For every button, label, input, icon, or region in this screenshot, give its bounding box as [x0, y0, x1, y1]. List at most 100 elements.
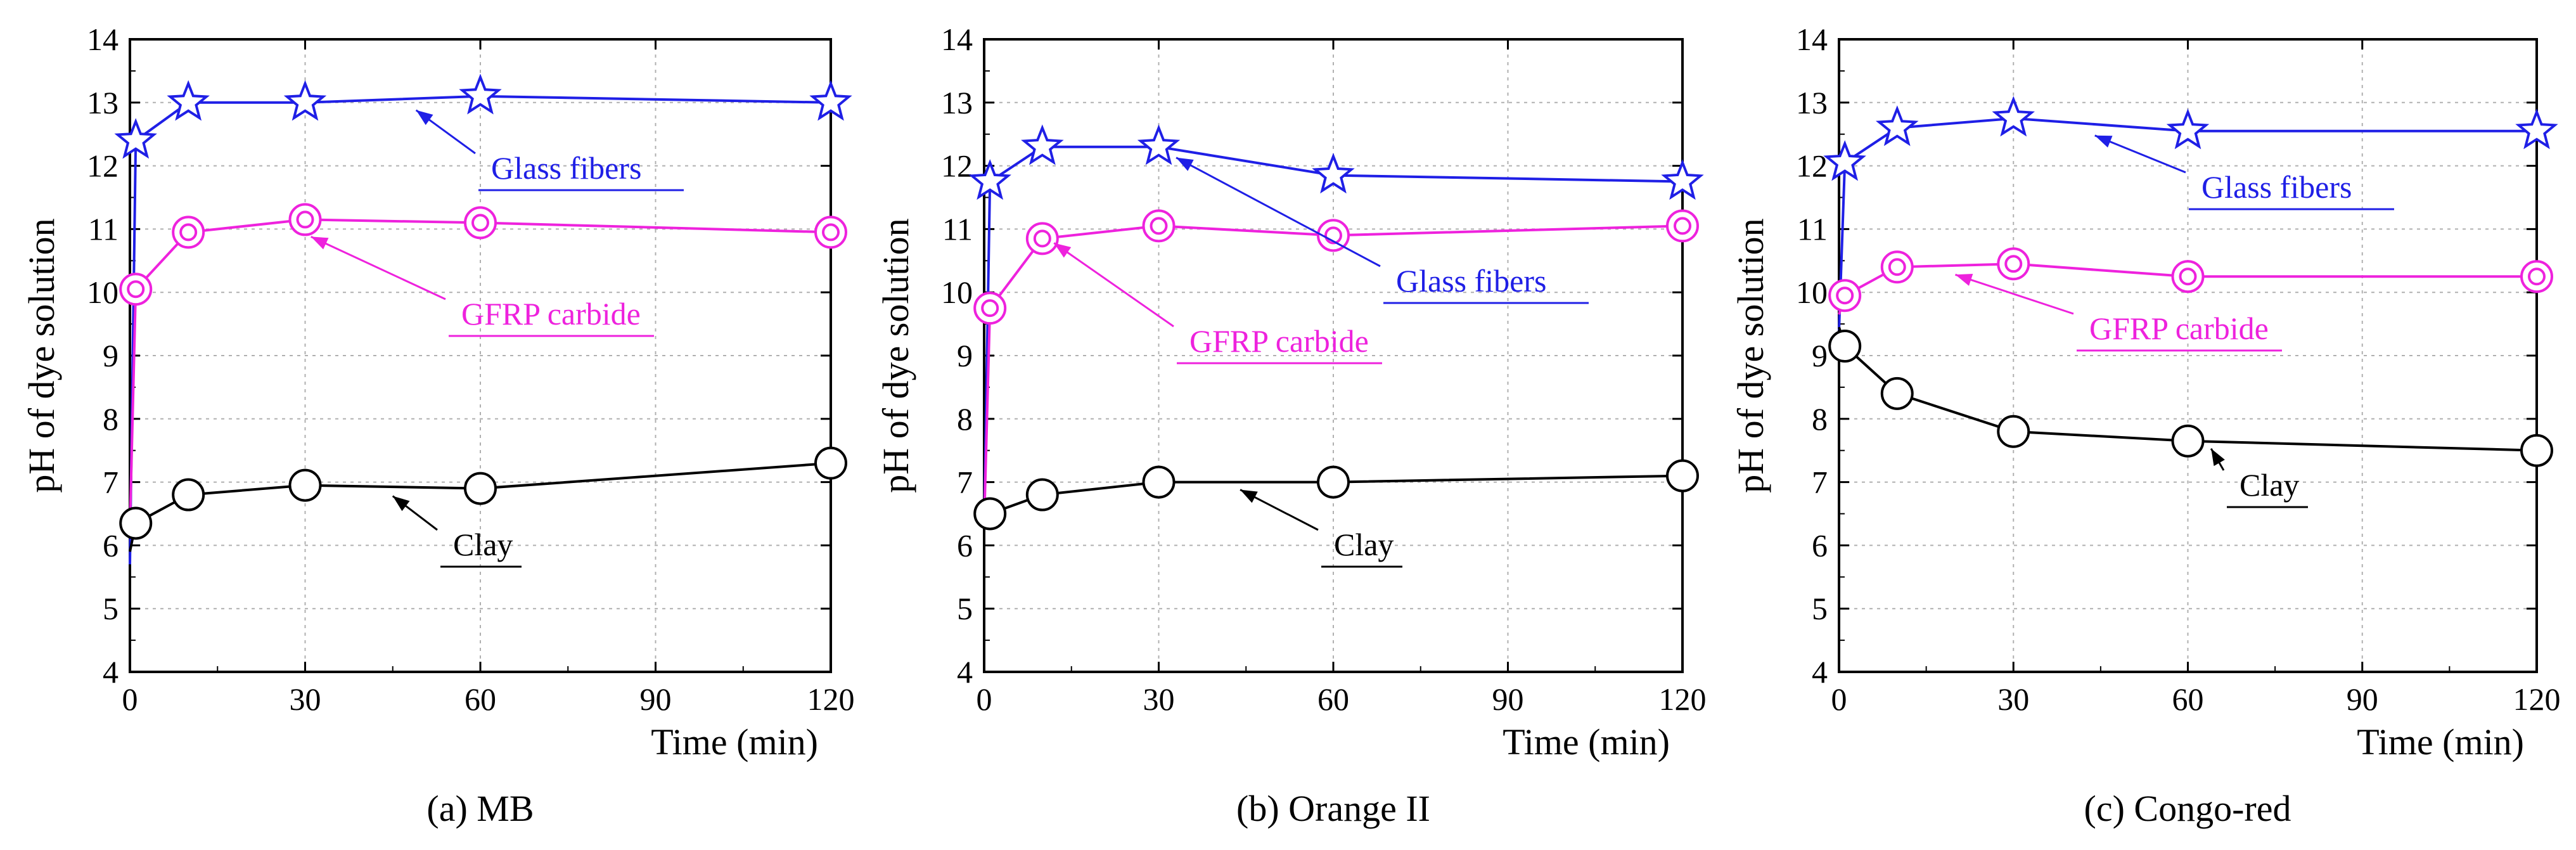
y-tick-label: 13	[87, 85, 119, 120]
marker-clay	[1666, 459, 1699, 493]
annotation-label-clay: Clay	[1334, 527, 1394, 562]
marker-glass-fibers	[283, 80, 327, 121]
y-tick-label: 4	[957, 654, 973, 690]
annotation-label-clay: Clay	[2240, 467, 2299, 503]
y-tick-label: 12	[87, 148, 119, 184]
marker-clay	[973, 497, 1007, 531]
annotation-arrowhead-glass-fibers	[2094, 135, 2113, 148]
annotation-label-gfrp-carbide: GFRP carbide	[461, 296, 641, 332]
marker-gfrp-carbide	[814, 216, 847, 249]
y-tick-label: 11	[88, 211, 119, 247]
y-tick-label: 5	[1812, 591, 1828, 626]
marker-clay	[2171, 424, 2205, 458]
y-tick-label: 10	[87, 274, 119, 310]
marker-gfrp-carbide	[2171, 260, 2205, 293]
marker-gfrp-carbide-inner	[2179, 267, 2197, 286]
y-tick-label: 12	[941, 148, 973, 184]
y-tick-label: 12	[1796, 148, 1828, 184]
annotation-arrowhead-clay	[2211, 448, 2225, 467]
annotation-arrowhead-glass-fibers	[416, 110, 433, 126]
marker-gfrp-carbide-inner	[296, 210, 314, 229]
annotation-arrowhead-gfrp-carbide	[1054, 243, 1072, 258]
marker-gfrp-carbide-inner	[981, 299, 999, 318]
marker-gfrp-carbide	[288, 203, 322, 236]
x-tick-label: 90	[1492, 681, 1524, 717]
y-tick-label: 6	[103, 527, 119, 563]
y-tick-label: 8	[957, 401, 973, 437]
marker-glass-fibers	[1021, 124, 1064, 165]
x-tick-label: 0	[1831, 681, 1847, 717]
marker-gfrp-carbide	[1880, 250, 1914, 284]
y-tick-label: 7	[1812, 465, 1828, 500]
x-tick-label: 60	[1317, 681, 1349, 717]
y-tick-label: 7	[957, 465, 973, 500]
y-tick-label: 14	[1796, 22, 1828, 57]
y-tick-label: 11	[1797, 211, 1828, 247]
x-axis-title: Time (min)	[1503, 721, 1670, 763]
y-axis-title: pH of dye solution	[21, 218, 62, 493]
annotation-arrowhead-clay	[392, 496, 410, 512]
y-tick-label: 5	[103, 591, 119, 626]
y-tick-label: 4	[103, 654, 119, 690]
x-tick-label: 0	[122, 681, 138, 717]
marker-gfrp-carbide-inner	[127, 280, 145, 299]
marker-gfrp-carbide	[1997, 247, 2030, 281]
marker-glass-fibers	[2515, 108, 2558, 150]
annotation-label-gfrp-carbide: GFRP carbide	[2089, 311, 2269, 346]
marker-glass-fibers	[809, 80, 852, 121]
y-tick-label: 13	[1796, 85, 1828, 120]
x-tick-label: 90	[2347, 681, 2378, 717]
marker-glass-fibers	[167, 80, 210, 121]
marker-glass-fibers	[1661, 158, 1704, 200]
marker-clay	[1025, 478, 1059, 512]
marker-glass-fibers	[1823, 140, 1866, 181]
y-tick-label: 11	[942, 211, 973, 247]
marker-clay	[1142, 465, 1176, 499]
y-tick-label: 9	[103, 338, 119, 373]
marker-gfrp-carbide	[1317, 219, 1350, 252]
annotation-arrowhead-glass-fibers	[1176, 157, 1194, 171]
series-line-gfrp-carbide	[129, 218, 831, 527]
marker-gfrp-carbide-inner	[1888, 258, 1906, 276]
x-tick-label: 30	[290, 681, 321, 717]
x-axis-title: Time (min)	[2357, 721, 2524, 763]
annotation-arrow-gfrp-carbide	[1955, 273, 2074, 315]
y-tick-label: 13	[941, 85, 973, 120]
y-tick-label: 9	[957, 338, 973, 373]
marker-clay	[1997, 415, 2030, 448]
series-line-glass-fibers	[983, 145, 1683, 527]
annotation-arrowhead-gfrp-carbide	[1955, 273, 1973, 286]
y-tick-label: 14	[941, 22, 973, 57]
annotation-label-glass-fibers: Glass fibers	[2201, 169, 2352, 205]
annotation-label-glass-fibers: Glass fibers	[491, 150, 641, 186]
panel-caption: (a) MB	[426, 788, 534, 829]
y-tick-label: 4	[1812, 654, 1828, 690]
y-tick-label: 6	[957, 527, 973, 563]
marker-gfrp-carbide-inner	[1324, 226, 1342, 245]
marker-glass-fibers	[2166, 108, 2210, 150]
marker-clay	[2520, 434, 2553, 467]
marker-clay	[1880, 377, 1914, 410]
marker-gfrp-carbide-inner	[1033, 229, 1051, 248]
marker-glass-fibers	[1137, 124, 1181, 165]
marker-gfrp-carbide-inner	[179, 223, 198, 241]
panel-caption: (b) Orange II	[1236, 788, 1430, 829]
panel-congo-red: 4 5 6 7 8 9 10 11 12 13 14 0 30 60 90 120 Time (min) pH o…	[1730, 22, 2561, 829]
marker-glass-fibers	[1875, 105, 1919, 146]
marker-clay	[119, 506, 153, 540]
x-axis-title: Time (min)	[651, 721, 818, 763]
series-line-glass-fibers	[129, 94, 831, 565]
x-tick-label: 120	[807, 681, 855, 717]
marker-gfrp-carbide	[1142, 209, 1176, 243]
marker-gfrp-carbide	[119, 273, 153, 306]
marker-gfrp-carbide	[464, 206, 497, 240]
marker-gfrp-carbide	[1666, 209, 1699, 243]
annotation-label-glass-fibers: Glass fibers	[1396, 263, 1546, 299]
marker-gfrp-carbide	[973, 292, 1007, 325]
annotation-arrowhead-gfrp-carbide	[311, 236, 329, 250]
marker-glass-fibers	[1992, 96, 2035, 137]
y-tick-label: 8	[1812, 401, 1828, 437]
y-tick-label: 5	[957, 591, 973, 626]
x-tick-label: 60	[2172, 681, 2204, 717]
